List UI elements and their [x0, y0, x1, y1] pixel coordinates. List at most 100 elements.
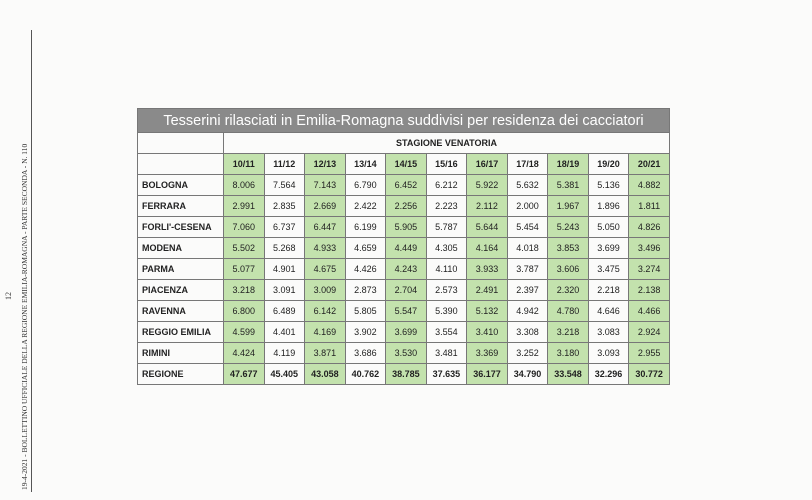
row-label: FORLI'-CESENA [137, 216, 224, 238]
cell-value: 3.496 [628, 237, 670, 259]
cell-value: 4.882 [628, 174, 670, 196]
cell-value: 3.274 [628, 258, 670, 280]
running-head: 19-4-2021 - BOLLETTINO UFFICIALE DELLA R… [20, 143, 29, 490]
cell-value: 2.573 [425, 279, 468, 301]
cell-value: 3.871 [304, 342, 346, 364]
cell-value: 4.401 [263, 321, 306, 343]
cell-value: 40.762 [344, 363, 387, 385]
cell-value: 6.800 [223, 300, 265, 322]
row-label: PARMA [137, 258, 224, 280]
cell-value: 5.644 [466, 216, 508, 238]
cell-value: 5.805 [344, 300, 387, 322]
cell-value: 34.790 [506, 363, 549, 385]
table-row: FERRARA 2.991 2.835 2.669 2.422 2.256 2.223 2.1… [137, 195, 670, 217]
cell-value: 2.320 [547, 279, 589, 301]
column-header: 14/15 [385, 153, 427, 175]
cell-value: 2.669 [304, 195, 346, 217]
cell-value: 2.704 [385, 279, 427, 301]
cell-value: 36.177 [466, 363, 508, 385]
table-subtitle: STAGIONE VENATORIA [223, 132, 670, 154]
cell-value: 7.060 [223, 216, 265, 238]
cell-value: 3.554 [425, 321, 468, 343]
table-row: BOLOGNA 8.006 7.564 7.143 6.790 6.452 6.212 5.9… [137, 174, 670, 196]
cell-value: 6.212 [425, 174, 468, 196]
column-header: 11/12 [263, 153, 306, 175]
cell-value: 6.489 [263, 300, 306, 322]
cell-value: 4.169 [304, 321, 346, 343]
cell-value: 3.369 [466, 342, 508, 364]
cell-value: 2.955 [628, 342, 670, 364]
data-table: Tesserini rilasciati in Emilia-Romagna s… [137, 108, 670, 385]
cell-value: 2.873 [344, 279, 387, 301]
cell-value: 4.599 [223, 321, 265, 343]
cell-value: 3.699 [385, 321, 427, 343]
cell-value: 2.491 [466, 279, 508, 301]
table-row: PIACENZA 3.218 3.091 3.009 2.873 2.704 2.573 2.… [137, 279, 670, 301]
cell-value: 4.243 [385, 258, 427, 280]
table-row: REGIONE 47.677 45.405 43.058 40.762 38.785 37.… [137, 363, 670, 385]
cell-value: 4.659 [344, 237, 387, 259]
cell-value: 7.143 [304, 174, 346, 196]
cell-value: 5.632 [506, 174, 549, 196]
cell-value: 43.058 [304, 363, 346, 385]
row-label: FERRARA [137, 195, 224, 217]
row-label: RIMINI [137, 342, 224, 364]
margin-rule [31, 30, 32, 492]
row-label: PIACENZA [137, 279, 224, 301]
cell-value: 5.905 [385, 216, 427, 238]
cell-value: 7.564 [263, 174, 306, 196]
column-header: 15/16 [425, 153, 468, 175]
cell-value: 30.772 [628, 363, 670, 385]
table-row: RAVENNA 6.800 6.489 6.142 5.805 5.547 5.390 5.1… [137, 300, 670, 322]
cell-value: 2.422 [344, 195, 387, 217]
cell-value: 6.142 [304, 300, 346, 322]
cell-value: 3.902 [344, 321, 387, 343]
cell-value: 2.223 [425, 195, 468, 217]
cell-value: 1.811 [628, 195, 670, 217]
row-label: BOLOGNA [137, 174, 224, 196]
cell-value: 3.218 [547, 321, 589, 343]
cell-value: 5.132 [466, 300, 508, 322]
cell-value: 8.006 [223, 174, 265, 196]
cell-value: 3.218 [223, 279, 265, 301]
cell-value: 5.454 [506, 216, 549, 238]
cell-value: 3.606 [547, 258, 589, 280]
column-header: 13/14 [344, 153, 387, 175]
cell-value: 4.933 [304, 237, 346, 259]
column-header: 10/11 [223, 153, 265, 175]
column-header: 17/18 [506, 153, 549, 175]
cell-value: 5.381 [547, 174, 589, 196]
cell-value: 4.646 [587, 300, 630, 322]
row-label: REGGIO EMILIA [137, 321, 224, 343]
cell-value: 5.922 [466, 174, 508, 196]
subtitle-row: STAGIONE VENATORIA [137, 132, 670, 154]
cell-value: 6.790 [344, 174, 387, 196]
cell-value: 3.481 [425, 342, 468, 364]
cell-value: 3.308 [506, 321, 549, 343]
cell-value: 4.164 [466, 237, 508, 259]
cell-value: 3.093 [587, 342, 630, 364]
cell-value: 4.018 [506, 237, 549, 259]
column-header: 16/17 [466, 153, 508, 175]
cell-value: 5.268 [263, 237, 306, 259]
cell-value: 4.110 [425, 258, 468, 280]
cell-value: 4.675 [304, 258, 346, 280]
table-row: RIMINI 4.424 4.119 3.871 3.686 3.530 3.481 3.36… [137, 342, 670, 364]
cell-value: 45.405 [263, 363, 306, 385]
column-header: 19/20 [587, 153, 630, 175]
blank-cell [137, 132, 224, 154]
cell-value: 3.009 [304, 279, 346, 301]
column-header: 18/19 [547, 153, 589, 175]
cell-value: 5.787 [425, 216, 468, 238]
cell-value: 5.077 [223, 258, 265, 280]
cell-value: 4.426 [344, 258, 387, 280]
header-row: 10/11 11/12 12/13 13/14 14/15 15/16 16/17 17/18… [137, 153, 670, 175]
cell-value: 2.256 [385, 195, 427, 217]
table-row: FORLI'-CESENA 7.060 6.737 6.447 6.199 5.905 5.… [137, 216, 670, 238]
cell-value: 2.112 [466, 195, 508, 217]
table-row: MODENA 5.502 5.268 4.933 4.659 4.449 4.305 4.16… [137, 237, 670, 259]
cell-value: 2.924 [628, 321, 670, 343]
row-label: REGIONE [137, 363, 224, 385]
cell-value: 37.635 [425, 363, 468, 385]
